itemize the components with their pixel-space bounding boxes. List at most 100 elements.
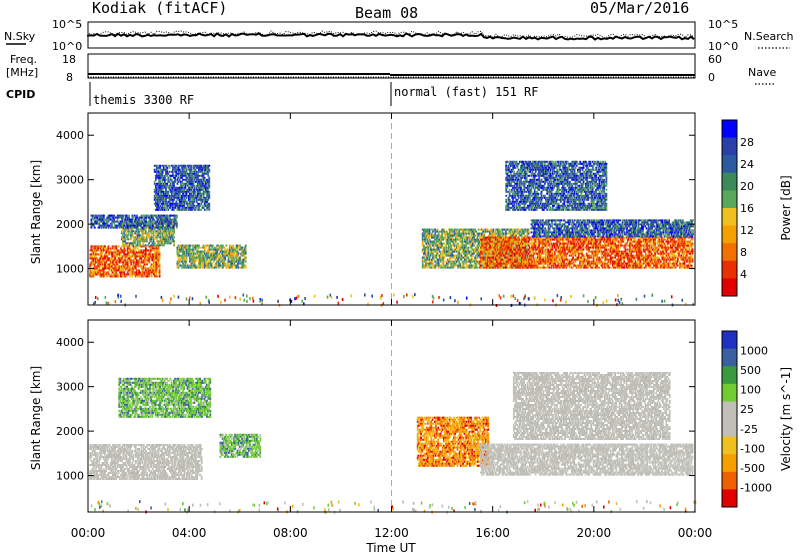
heatmap-cell bbox=[158, 261, 160, 263]
heatmap-cell bbox=[156, 187, 158, 189]
heatmap-cell bbox=[465, 235, 467, 237]
heatmap-cell bbox=[425, 243, 427, 245]
heatmap-cell bbox=[130, 261, 132, 263]
heatmap-cell bbox=[173, 232, 175, 234]
heatmap-cell bbox=[196, 197, 198, 199]
heatmap-cell bbox=[224, 263, 226, 265]
heatmap-cell bbox=[208, 187, 210, 189]
heatmap-cell bbox=[202, 201, 204, 203]
heatmap-cell bbox=[465, 247, 467, 249]
heatmap-cell bbox=[454, 251, 456, 253]
heatmap-cell bbox=[153, 219, 155, 221]
heatmap-cell bbox=[161, 183, 163, 185]
heatmap-cell bbox=[155, 271, 157, 273]
heatmap-cell bbox=[188, 253, 190, 255]
heatmap-cell bbox=[135, 253, 137, 255]
heatmap-cell bbox=[122, 217, 124, 219]
heatmap-cell bbox=[473, 237, 475, 239]
heatmap-cell bbox=[207, 255, 209, 257]
heatmap-cell bbox=[144, 259, 146, 261]
heatmap-cell bbox=[100, 263, 102, 265]
heatmap-cell bbox=[159, 201, 161, 203]
heatmap-cell bbox=[189, 249, 191, 251]
heatmap-cell bbox=[154, 244, 156, 246]
heatmap-cell bbox=[153, 236, 155, 238]
heatmap-cell bbox=[514, 237, 516, 239]
heatmap-cell bbox=[172, 201, 174, 203]
heatmap-cell bbox=[429, 259, 431, 261]
heatmap-cell bbox=[115, 271, 117, 273]
heatmap-cell bbox=[194, 167, 196, 169]
heatmap-cell bbox=[426, 257, 428, 259]
heatmap-cell bbox=[434, 229, 436, 231]
heatmap-cell bbox=[507, 263, 509, 265]
heatmap-cell bbox=[108, 249, 110, 251]
heatmap-cell bbox=[197, 177, 199, 179]
heatmap-cell bbox=[498, 241, 500, 243]
heatmap-cell bbox=[422, 263, 424, 265]
heatmap-cell bbox=[485, 263, 487, 265]
heatmap-cell bbox=[134, 215, 136, 217]
heatmap-cell bbox=[136, 217, 138, 219]
heatmap-cell bbox=[511, 239, 513, 241]
heatmap-cell bbox=[219, 253, 221, 255]
heatmap-cell bbox=[497, 251, 499, 253]
heatmap-cell bbox=[520, 247, 522, 249]
heatmap-cell bbox=[148, 257, 150, 259]
heatmap-cell bbox=[182, 263, 184, 265]
heatmap-cell bbox=[159, 165, 161, 167]
heatmap-cell bbox=[428, 251, 430, 253]
heatmap-cell bbox=[162, 171, 164, 173]
heatmap-cell bbox=[194, 199, 196, 201]
heatmap-cell bbox=[524, 255, 526, 257]
heatmap-cell bbox=[454, 257, 456, 259]
heatmap-cell bbox=[514, 229, 516, 231]
heatmap-cell bbox=[152, 271, 154, 273]
heatmap-cell bbox=[92, 269, 94, 271]
heatmap-cell bbox=[185, 265, 187, 267]
heatmap-cell bbox=[466, 255, 468, 257]
heatmap-cell bbox=[425, 261, 427, 263]
heatmap-cell bbox=[148, 234, 150, 236]
heatmap-cell bbox=[129, 273, 131, 275]
heatmap-cell bbox=[467, 249, 469, 251]
heatmap-cell bbox=[535, 241, 537, 243]
heatmap-cell bbox=[99, 227, 101, 229]
heatmap-cell bbox=[159, 205, 161, 207]
heatmap-cell bbox=[133, 263, 135, 265]
heatmap-cell bbox=[167, 219, 169, 221]
heatmap-cell bbox=[103, 249, 105, 251]
heatmap-cell bbox=[160, 236, 162, 238]
heatmap-cell bbox=[463, 235, 465, 237]
heatmap-cell bbox=[170, 177, 172, 179]
heatmap-cell bbox=[164, 207, 166, 209]
heatmap-cell bbox=[438, 263, 440, 265]
heatmap-cell bbox=[490, 249, 492, 251]
heatmap-cell bbox=[438, 249, 440, 251]
heatmap-cell bbox=[245, 249, 247, 251]
heatmap-cell bbox=[461, 253, 463, 255]
heatmap-cell bbox=[148, 242, 150, 244]
heatmap-cell bbox=[178, 181, 180, 183]
heatmap-cell bbox=[173, 242, 175, 244]
heatmap-cell bbox=[245, 267, 247, 269]
heatmap-cell bbox=[502, 261, 504, 263]
heatmap-cell bbox=[487, 241, 489, 243]
heatmap-cell bbox=[434, 267, 436, 269]
heatmap-cell bbox=[172, 165, 174, 167]
heatmap-cell bbox=[178, 259, 180, 261]
heatmap-cell bbox=[497, 267, 499, 269]
heatmap-cell bbox=[472, 265, 474, 267]
heatmap-cell bbox=[426, 267, 428, 269]
heatmap-cell bbox=[230, 257, 232, 259]
heatmap-cell bbox=[513, 267, 515, 269]
heatmap-cell bbox=[174, 181, 176, 183]
heatmap-cell bbox=[158, 247, 160, 249]
heatmap-cell bbox=[132, 221, 134, 223]
heatmap-cell bbox=[157, 234, 159, 236]
heatmap-cell bbox=[548, 267, 550, 269]
heatmap-cell bbox=[551, 267, 553, 269]
heatmap-cell bbox=[129, 275, 131, 277]
heatmap-cell bbox=[208, 179, 210, 181]
heatmap-cell bbox=[130, 257, 132, 259]
